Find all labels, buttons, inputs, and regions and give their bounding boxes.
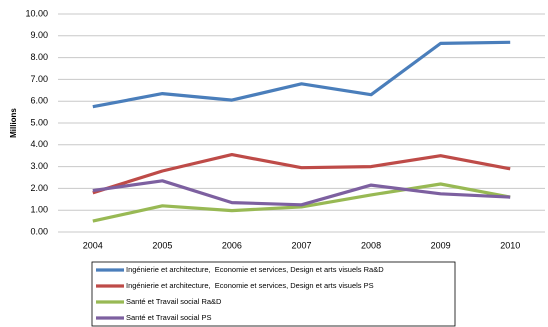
y-tick-label: 9.00 [30,30,48,40]
y-tick-label: 6.00 [30,96,48,106]
x-tick-label: 2010 [500,240,520,250]
y-tick-label: 2.00 [30,183,48,193]
y-axis-label: Millions [9,108,18,138]
y-tick-label: 10.00 [25,8,48,18]
y-tick-label: 8.00 [30,52,48,62]
y-tick-label: 3.00 [30,161,48,171]
y-tick-label: 5.00 [30,117,48,127]
series-line [92,179,511,207]
y-tick-label: 4.00 [30,139,48,149]
x-tick-label: 2007 [291,240,311,250]
series-line [92,40,511,109]
legend-label: Santé et Travail social PS [126,313,211,322]
series-line [92,153,511,195]
x-tick-label: 2005 [152,240,172,250]
x-tick-label: 2004 [83,240,103,250]
x-tick-label: 2008 [361,240,381,250]
legend-label: Santé et Travail social Ra&D [126,297,222,306]
y-tick-label: 0.00 [30,226,48,236]
y-tick-label: 7.00 [30,74,48,84]
legend-label: Ingénierie et architecture, Economie et … [126,265,384,274]
legend-label: Ingénierie et architecture, Economie et … [126,281,374,290]
y-tick-label: 1.00 [30,205,48,215]
legend-box [91,261,456,327]
series-line [92,182,511,223]
x-tick-label: 2006 [222,240,242,250]
x-tick-label: 2009 [431,240,451,250]
